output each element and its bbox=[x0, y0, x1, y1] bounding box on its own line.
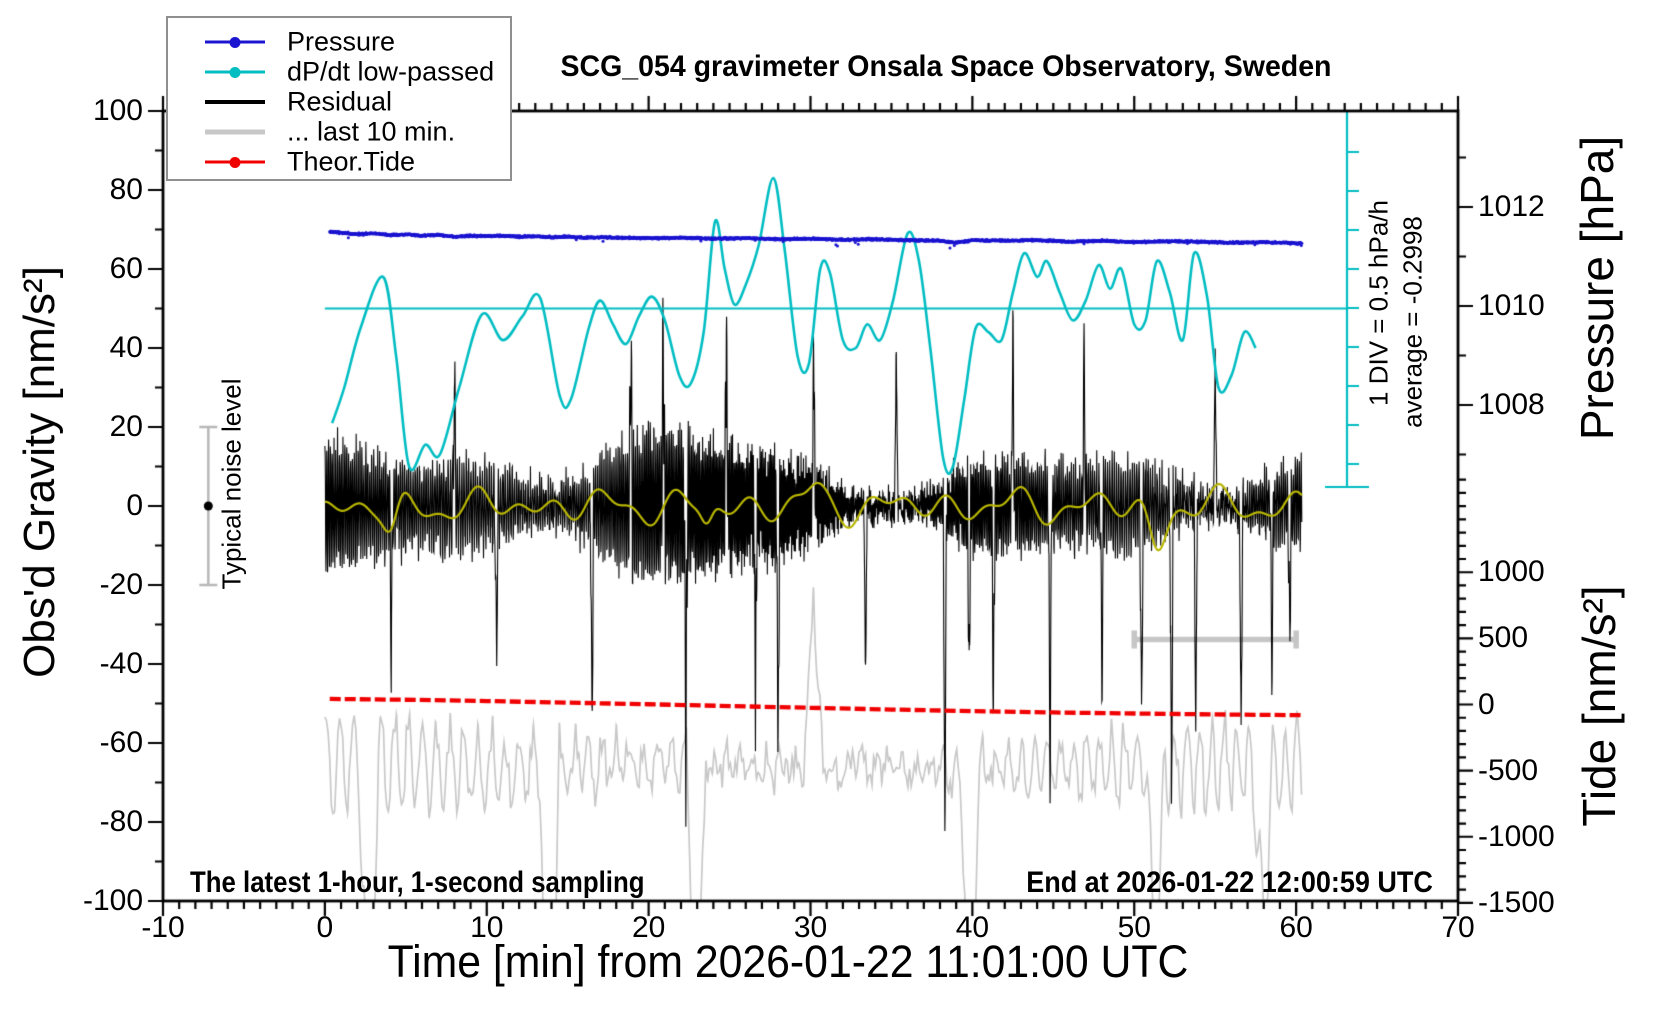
legend-item-label: Theor.Tide bbox=[287, 146, 416, 177]
pressure-tick-label: 1010 bbox=[1478, 289, 1545, 322]
tide-tick-label: -1500 bbox=[1478, 885, 1555, 919]
tide-tick-label: -500 bbox=[1478, 753, 1539, 787]
pressure-tick-label: 1008 bbox=[1478, 388, 1545, 421]
noise-level-annotation: Typical noise level bbox=[216, 378, 247, 590]
tide-tick-label: 1000 bbox=[1478, 555, 1545, 589]
gravity-tick-label: 80 bbox=[109, 173, 143, 206]
legend-line-sample bbox=[205, 36, 265, 48]
legend-item-label: Residual bbox=[287, 86, 393, 117]
x-tick-label: 50 bbox=[1117, 911, 1151, 944]
tide-tick-label: 0 bbox=[1478, 687, 1495, 721]
x-tick-label: 0 bbox=[316, 911, 334, 944]
x-tick-label: 70 bbox=[1441, 911, 1475, 944]
gravity-tick-label: -40 bbox=[99, 647, 143, 680]
average-annotation: average = -0.2998 bbox=[1397, 216, 1428, 428]
left-axis-label: Obs'd Gravity [nm/s²] bbox=[15, 266, 64, 678]
end-time-note: End at 2026-01-22 12:00:59 UTC bbox=[1026, 866, 1433, 899]
legend-item-label: ... last 10 min. bbox=[287, 116, 456, 147]
legend-line-sample bbox=[205, 100, 265, 104]
legend-dot-marker bbox=[229, 66, 241, 78]
gravity-tick-label: -100 bbox=[82, 884, 143, 917]
gravity-tick-label: 60 bbox=[109, 252, 143, 285]
legend-item: Theor.Tide bbox=[168, 147, 510, 177]
gravity-tick-label: -60 bbox=[99, 726, 143, 759]
sampling-note: The latest 1-hour, 1-second sampling bbox=[190, 866, 645, 899]
legend-item-label: dP/dt low-passed bbox=[287, 56, 495, 87]
page-title: SCG_054 gravimeter Onsala Space Observat… bbox=[560, 50, 1332, 83]
pressure-tick-label: 1012 bbox=[1478, 190, 1545, 223]
tide-tick-label: 500 bbox=[1478, 621, 1529, 655]
pressure-axis-label: Pressure [hPa] bbox=[1571, 135, 1623, 441]
tide-axis-label: Tide [nm/s²] bbox=[1573, 585, 1625, 827]
gravity-tick-label: 100 bbox=[92, 94, 143, 127]
legend-item: ... last 10 min. bbox=[168, 117, 510, 147]
gravity-tick-label: 40 bbox=[109, 331, 143, 364]
gravity-tick-label: -20 bbox=[99, 568, 143, 601]
x-tick-label: 20 bbox=[631, 911, 666, 944]
gravity-tick-label: 0 bbox=[126, 489, 143, 522]
gravity-tick-label: 20 bbox=[109, 410, 143, 443]
legend-line-sample bbox=[205, 156, 265, 168]
div-scale-annotation: 1 DIV = 0.5 hPa/h bbox=[1363, 200, 1394, 406]
legend-dot-marker bbox=[229, 36, 241, 48]
legend-item: Pressure bbox=[168, 27, 510, 57]
legend-line-sample bbox=[205, 66, 265, 78]
gravity-tick-label: -80 bbox=[99, 805, 143, 838]
legend-item: Residual bbox=[168, 87, 510, 117]
legend-dot-marker bbox=[229, 156, 241, 168]
x-tick-label: 10 bbox=[470, 911, 504, 944]
x-tick-label: 40 bbox=[955, 911, 990, 944]
legend-line-sample bbox=[205, 129, 265, 135]
x-axis-title: Time [min] from 2026-01-22 11:01:00 UTC bbox=[387, 936, 1189, 987]
legend-item-label: Pressure bbox=[287, 26, 396, 57]
legend-box: Pressure dP/dt low-passed Residual... last… bbox=[166, 16, 512, 181]
x-tick-label: 60 bbox=[1279, 911, 1313, 944]
x-tick-label: 30 bbox=[793, 911, 828, 944]
tide-tick-label: -1000 bbox=[1478, 819, 1555, 853]
legend-item: dP/dt low-passed bbox=[168, 57, 510, 87]
x-tick-label: -10 bbox=[141, 911, 185, 944]
